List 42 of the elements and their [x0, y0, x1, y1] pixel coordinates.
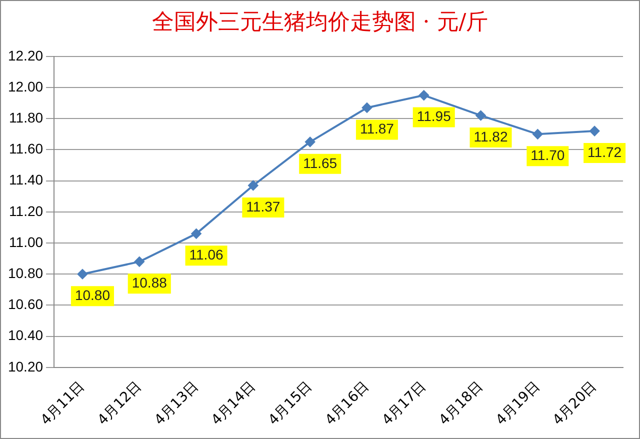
data-label: 11.95: [416, 108, 452, 124]
x-tick-label: 4月14日: [208, 378, 259, 428]
x-tick-label: 4月12日: [94, 378, 145, 428]
x-tick-label: 4月16日: [322, 378, 372, 428]
data-label: 10.80: [74, 286, 110, 303]
x-tick-label: 4月17日: [379, 378, 430, 428]
point: [77, 269, 88, 280]
data-label: 11.06: [189, 246, 224, 263]
x-tick-label: 4月19日: [493, 378, 544, 428]
y-tick-label: 12.20: [8, 47, 44, 64]
x-tick-label: 4月11日: [38, 378, 88, 428]
y-tick-label: 11.40: [9, 172, 44, 188]
y-tick-label: 12.00: [8, 78, 44, 94]
data-label: 11.65: [303, 154, 338, 171]
y-tick-label: 10.60: [8, 296, 44, 312]
y-tick-label: 10.40: [8, 327, 44, 344]
data-label: 11.70: [530, 147, 565, 164]
data-label: 10.88: [132, 274, 168, 291]
point: [248, 180, 258, 190]
point: [418, 90, 429, 100]
data-label: 11.72: [588, 144, 622, 160]
point: [305, 136, 316, 147]
y-tick-label: 10.80: [8, 264, 44, 281]
data-label: 11.82: [474, 128, 508, 144]
x-tick-label: 4月20日: [550, 378, 600, 428]
chart-title: 全国外三元生猪均价走势图 · 元/斤: [150, 9, 490, 37]
point: [362, 102, 372, 113]
point: [191, 228, 202, 239]
y-tick-label: 11.80: [9, 109, 44, 126]
y-tick-label: 11.60: [9, 140, 44, 157]
y-tick-label: 11.20: [9, 202, 44, 219]
point: [532, 129, 543, 140]
y-tick-label: 11.00: [9, 234, 44, 250]
data-label: 11.37: [246, 198, 280, 214]
point: [590, 126, 600, 136]
x-tick-label: 4月15日: [265, 378, 316, 428]
point: [134, 256, 144, 267]
data-label: 11.87: [360, 120, 394, 137]
x-tick-label: 4月18日: [436, 378, 486, 428]
point: [476, 110, 486, 120]
x-tick-label: 4月13日: [152, 378, 202, 428]
y-tick-label: 10.20: [8, 358, 44, 374]
